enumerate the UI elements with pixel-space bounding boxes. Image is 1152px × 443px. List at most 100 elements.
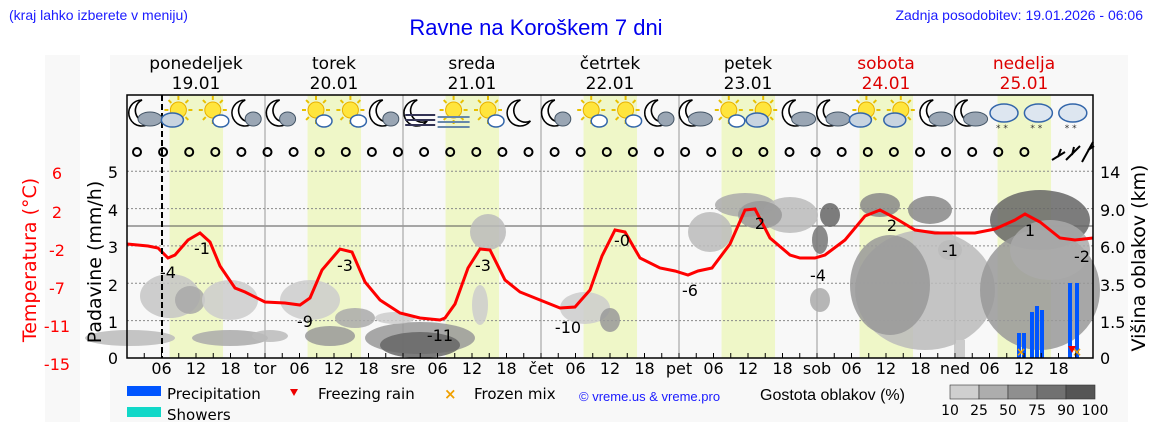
cloud-density-patch [738,201,782,229]
x-tick-label: 12 [738,359,758,378]
precip-tick: 2 [108,276,118,295]
wind-calm-marker [888,147,899,157]
precipitation-bar [1022,333,1026,358]
temperature-tick: 6 [52,164,62,183]
wind-calm-marker [158,147,169,157]
precip-tick: 4 [108,201,118,220]
day-fog-icon [437,96,470,128]
temperature-line [126,207,1094,322]
day-partly-cloudy-icon [883,96,915,128]
wind-calm-marker [732,147,743,157]
day-sun-cloud-icon [336,96,368,128]
precipitation-bar [1017,333,1021,358]
day-sun-cloud-icon [714,96,746,128]
wind-calm-marker [575,147,586,157]
cloud-density-scale-label: 25 [970,403,988,419]
temperature-axis-label: Temperatura (°C) [19,178,41,343]
night-cloud-icon [368,99,400,127]
wind-calm-marker [601,147,612,157]
temperature-value-label: -10 [555,318,581,337]
cloud-density-patch [560,292,610,324]
cloud-density-patch [305,326,355,346]
cloud-density-patch [600,308,620,332]
legend-freezing-rain: Freezing rain [318,385,415,403]
cloud-density-patch [335,308,375,328]
temperature-tick: 2 [52,203,62,222]
wind-calm-marker [1019,147,1030,157]
x-tick-label: 18 [1048,359,1068,378]
legend-showers: Showers [167,406,231,424]
x-tick-label: 12 [186,359,206,378]
snow-icon [1058,103,1088,123]
temperature-value-label: -2 [1074,247,1090,266]
cloud-density-patch [472,285,488,325]
day-name: sobota [857,54,915,74]
precipitation-swatch [127,386,161,396]
cloud-height-axis-label: Višina oblakov (km) [1128,165,1150,352]
wind-calm-marker [784,147,795,157]
x-tick-label: 18 [772,359,792,378]
legend-frozen-mix: Frozen mix [474,385,556,403]
x-tick-label: 06 [565,359,585,378]
cloud-density-scale-label: 50 [999,403,1017,419]
day-date: 23.01 [724,74,773,94]
wind-calm-marker [419,147,430,157]
wind-calm-marker [758,147,769,157]
day-partly-cloudy-icon [160,96,193,128]
cloud-density-patch [85,330,175,346]
cloud-density-swatch [978,384,1009,400]
cloud-density-swatch [1007,384,1038,400]
wind-calm-marker [471,147,482,157]
wind-calm-marker [810,147,821,157]
temperature-value-label: 2 [887,216,897,235]
cloud-density-patch [380,332,460,358]
wind-calm-marker [236,147,247,157]
night-cloud-icon [540,99,572,127]
wind-calm-marker [366,147,377,157]
x-tick-label: 06 [427,359,447,378]
cloud-density-scale-label: 90 [1057,403,1075,419]
temperature-value-label: 1 [1025,221,1035,240]
wind-calm-marker [288,147,299,157]
chart-title: Ravne na Koroškem 7 dni [409,15,663,40]
snow-flakes: * * [1030,124,1042,134]
copyright-link: © vreme.us & vreme.pro [579,389,720,404]
night-fog-icon [403,99,436,127]
x-tick-label: ned [940,359,970,378]
temperature-tick: -11 [44,317,70,336]
snow-sleet-icon [1023,103,1054,123]
day-date: 22.01 [586,74,635,94]
wind-calm-marker [993,147,1004,157]
day-name: ponedeljek [149,54,243,74]
x-tick-label: 06 [151,359,171,378]
night-cloudy-icon [678,99,713,127]
temperature-tick: -7 [49,279,65,298]
temperature-value-label: -9 [297,312,313,331]
cloud-density-label: Gostota oblakov (%) [760,387,905,404]
snow-flakes: * * [1065,124,1077,134]
legend-precipitation: Precipitation [167,385,261,403]
wind-calm-marker [862,147,873,157]
day-sun-cloud-icon [577,96,608,128]
night-cloud-icon [265,99,297,127]
wind-calm-marker [706,147,717,157]
cloud-density-patch [820,203,840,227]
precipitation-bar [1030,312,1034,358]
temperature-value-label: -3 [337,256,353,275]
wind-calm-marker [184,147,195,157]
night-cloudy-icon [953,99,989,127]
cloud-density-patch [280,280,340,320]
temperature-tick: -2 [49,241,65,260]
cloud-height-tick: 3.5 [1100,276,1125,295]
day-name: petek [724,54,772,74]
temperature-value-label: -1 [942,241,958,260]
x-tick-label: 12 [462,359,482,378]
x-tick-label: pet [666,359,692,378]
day-date: 24.01 [862,74,911,94]
frozen-mix-marker: × [1072,345,1082,359]
temperature-value-label: -0 [614,231,630,250]
cloud-height-tick: 1.5 [1100,313,1125,332]
x-tick-label: 06 [979,359,999,378]
night-cloudy-icon [781,99,817,127]
cloud-density-patch [810,288,830,312]
